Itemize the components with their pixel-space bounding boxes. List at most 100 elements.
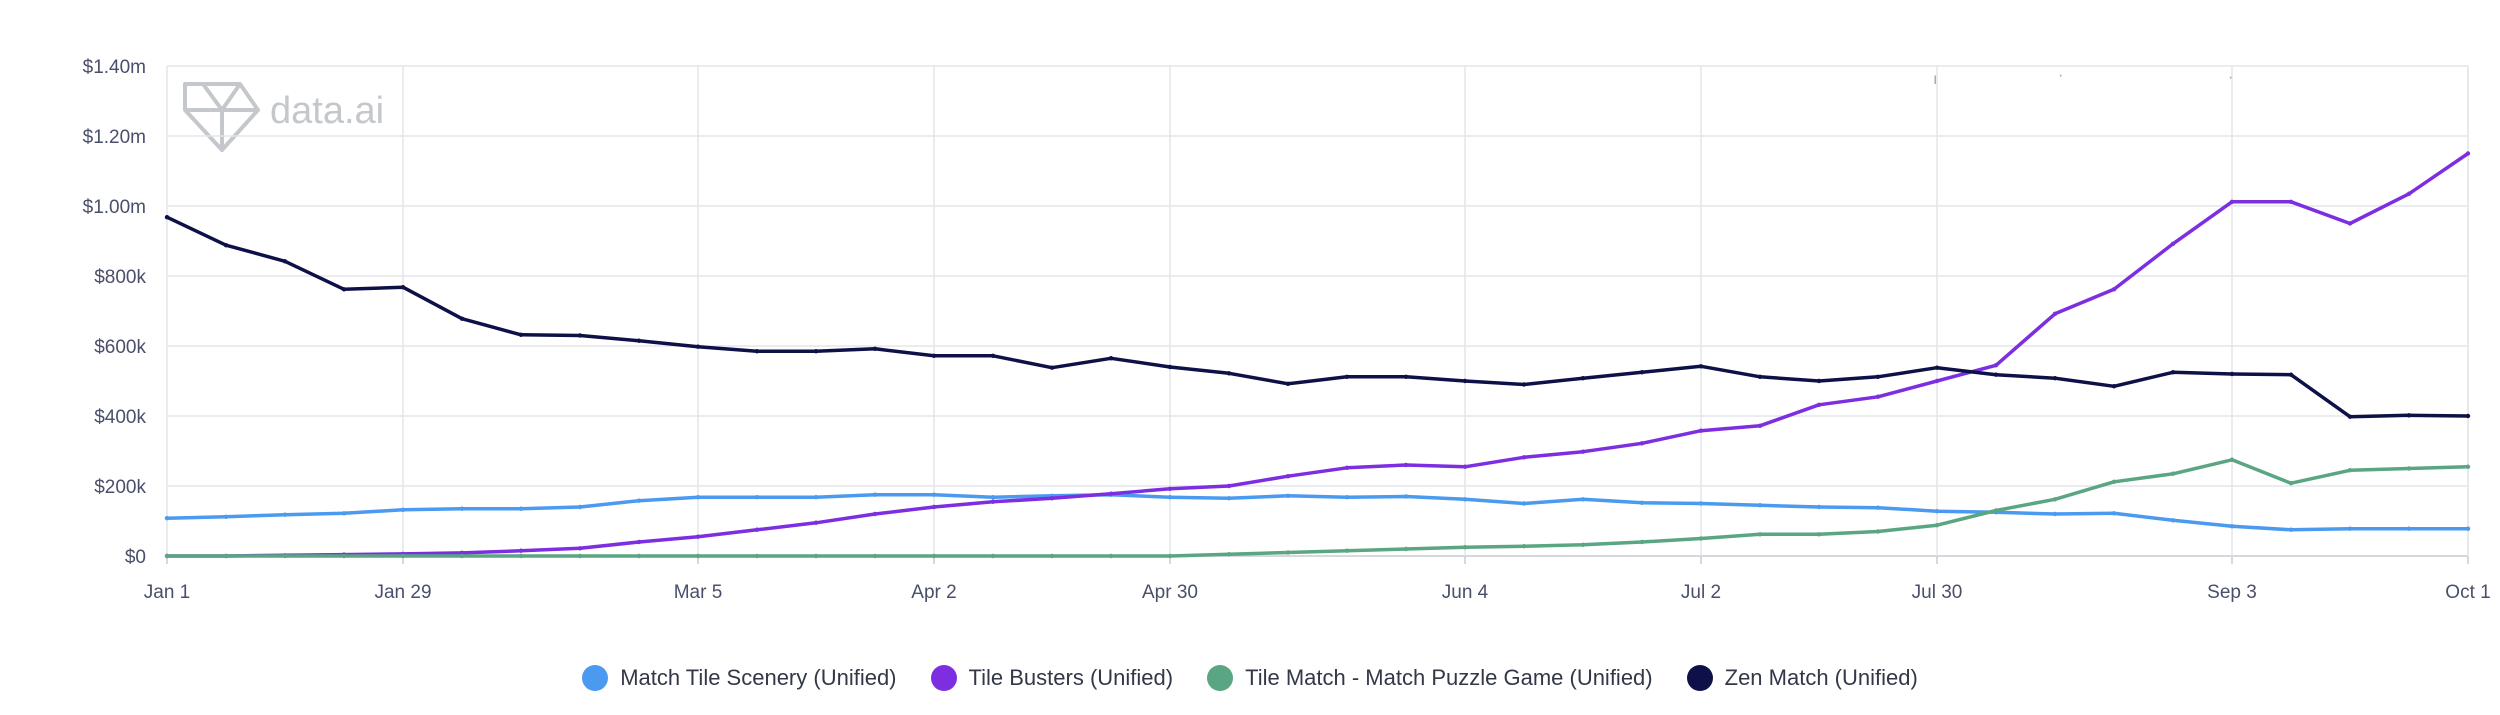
y-tick-label: $800k [94,267,146,288]
x-tick-label: Jul 30 [1912,582,1963,603]
data-point [2229,457,2235,462]
legend-item[interactable]: Tile Busters (Unified) [930,665,1173,691]
data-point [1580,497,1586,502]
data-point [1462,464,1468,469]
data-point [636,338,642,343]
data-point [990,553,996,559]
data-point [1757,503,1763,508]
data-point [1816,532,1822,537]
data-point [2406,413,2412,418]
data-point [695,534,701,539]
data-point [931,492,937,497]
x-tick-label: Mar 5 [674,582,723,603]
data-point [813,520,819,525]
data-point [1049,496,1055,501]
series-3 [164,457,2471,559]
data-point [2465,464,2471,469]
data-point [1993,363,1999,368]
data-point [1639,539,1645,545]
mark-3: · [2228,69,2233,86]
legend-item[interactable]: Match Tile Scenery (Unified) [582,665,897,691]
data-point [695,553,701,559]
data-point [754,349,760,354]
y-tick-label: $0 [125,547,146,568]
data-point [459,506,465,511]
x-tick-label: Apr 2 [911,582,956,603]
data-point [2288,481,2294,486]
data-point [695,495,701,500]
series-group [164,151,2471,559]
data-point [1167,364,1173,370]
data-point [1285,493,1291,498]
data-point [2229,371,2235,377]
grid [166,65,2469,557]
data-point [1226,483,1232,489]
data-point [2347,221,2353,226]
data-point [695,344,701,349]
data-point [2111,479,2117,484]
legend-color-dot [1686,665,1713,691]
data-point [1285,381,1291,386]
data-point [1226,371,1232,376]
data-point [341,511,347,516]
data-point [1521,455,1527,460]
x-tick-label: Jun 4 [1442,582,1489,603]
data-point [1049,365,1055,370]
data-point [1639,500,1645,505]
data-point [282,259,288,264]
data-point [1344,374,1350,379]
data-point [1285,550,1291,555]
data-point [1875,505,1881,510]
data-point [459,316,465,321]
legend-item[interactable]: Tile Match - Match Puzzle Game (Unified) [1207,665,1653,691]
data-point [1816,402,1822,407]
legend-color-dot [1207,665,1234,691]
data-ai-watermark: data.ai [183,82,384,152]
legend-label: Match Tile Scenery (Unified) [620,665,897,690]
y-tick-label: $1.00m [83,197,146,218]
data-point [1226,552,1232,557]
data-point [1521,501,1527,506]
legend-color-dot [930,665,957,691]
x-tick-label: Oct 1 [2445,582,2490,603]
y-tick-label: $1.20m [83,127,146,148]
x-tick-label: Jul 2 [1681,582,1721,603]
y-tick-label: $600k [94,337,146,358]
data-point [341,553,347,559]
data-point [2406,466,2412,471]
data-point [2406,191,2412,196]
data-point [1462,378,1468,384]
x-tick-label: Jan 29 [374,582,431,603]
data-point [2229,199,2235,204]
mark-2: · [2058,67,2063,84]
data-point [1580,376,1586,381]
data-point [2465,151,2471,156]
data-point [1875,529,1881,534]
legend-color-dot [582,665,609,691]
y-axis: $0 $200k $400k $600k $800k $1.00m $1.20m $1.40m [83,57,147,568]
data-point [282,553,288,559]
series-line [165,458,2470,558]
data-point [223,243,229,248]
data-point [2111,287,2117,292]
data-point [1639,370,1645,375]
data-point [1757,423,1763,428]
data-point [872,346,878,351]
data-point [518,548,524,553]
data-point [1521,544,1527,549]
data-point [872,511,878,517]
data-point [2347,414,2353,419]
data-point [1993,508,1999,513]
data-point [2288,527,2294,532]
data-point [1167,495,1173,500]
data-point [1226,496,1232,501]
legend-item[interactable]: Zen Match (Unified) [1686,665,1918,691]
data-point [813,553,819,559]
data-point [2288,372,2294,377]
data-point [2170,471,2176,476]
data-point [1698,364,1704,369]
data-point [459,550,465,556]
data-point [400,507,406,512]
data-point [636,539,642,545]
data-point [931,553,937,559]
